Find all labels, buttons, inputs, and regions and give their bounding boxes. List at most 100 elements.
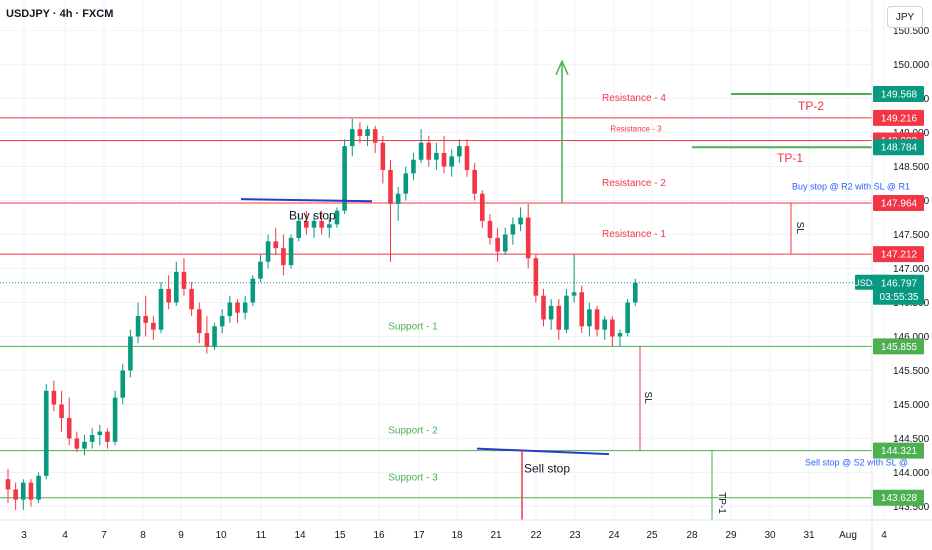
x-tick-label: 9 <box>178 530 184 541</box>
countdown-text: 03:55:35 <box>880 292 919 303</box>
tp2-price-tag-text: 149.568 <box>881 89 918 100</box>
y-tick-label: 147.000 <box>893 264 930 275</box>
candle-body <box>602 319 607 330</box>
level-price-tag <box>873 442 924 459</box>
candle-body <box>426 142 432 160</box>
candle-body <box>472 169 477 194</box>
candle-body <box>319 220 324 228</box>
candle-body <box>212 326 217 347</box>
candle-body <box>51 390 57 405</box>
level-price-tag-text: 149.216 <box>881 113 918 124</box>
x-tick-label: 4 <box>62 530 68 541</box>
y-tick-label: 144.500 <box>893 434 930 445</box>
time-axis: 3 4 7 8 9 10 11 14 15 16 17 18 21 22 23 24 25 28 29 30 31 Aug… <box>0 519 932 541</box>
x-tick-label: 31 <box>803 530 815 541</box>
candle-body <box>288 237 294 266</box>
buy-sl-label: SL <box>794 222 805 235</box>
buy-note: Buy stop @ R2 with SL @ R1 <box>792 182 910 192</box>
candle-body <box>487 220 493 238</box>
sell-stop-line <box>476 447 610 456</box>
price-axis: 143.500 144.000 144.500 145.000 145.500 146.0… <box>853 0 930 550</box>
candle-body <box>564 295 569 330</box>
candle-body <box>495 237 500 252</box>
candle-body <box>311 220 317 228</box>
candle-body <box>135 316 141 337</box>
candle-body <box>388 169 393 204</box>
level-price-tag <box>873 246 924 263</box>
candle-body <box>66 418 72 439</box>
candle-body <box>59 404 64 419</box>
y-tick-label: 144.000 <box>893 468 930 479</box>
candle-body <box>411 159 416 174</box>
candle-body <box>97 431 103 436</box>
candle-body <box>617 333 623 337</box>
x-tick-label: 15 <box>334 530 346 541</box>
symbol-tag-text: USDJPY <box>853 278 889 288</box>
candle-body <box>518 217 523 225</box>
x-tick-label: 3 <box>21 530 27 541</box>
level-price-tag-text: 147.964 <box>881 198 918 209</box>
level-label: Support - 3 <box>388 473 438 484</box>
candle-body <box>174 271 179 303</box>
candle-body <box>258 261 263 279</box>
candle-body <box>250 278 256 303</box>
last-price-tag-text: 146.797 <box>881 278 918 289</box>
x-tick-label: 8 <box>140 530 146 541</box>
candle-body <box>334 210 340 225</box>
candle-body <box>242 302 248 313</box>
level-lines: Resistance - 4 Resistance - 3 Resistance -… <box>0 93 872 499</box>
level-label: Resistance - 1 <box>602 229 666 240</box>
currency-button[interactable]: JPY <box>887 6 923 28</box>
candle-body <box>349 129 355 147</box>
candle-body <box>120 370 126 398</box>
x-tick-label: Aug <box>839 530 857 541</box>
candle-body <box>36 475 41 500</box>
candle-body <box>143 316 148 323</box>
candle-body <box>296 220 301 238</box>
x-tick-label: 21 <box>490 530 502 541</box>
y-tick-label: 148.500 <box>893 162 930 173</box>
x-tick-label: 18 <box>451 530 463 541</box>
candle-body <box>457 146 462 157</box>
candle-body <box>625 302 630 334</box>
level-price-tag-text: 147.212 <box>881 250 918 261</box>
x-tick-label: 4 <box>881 530 887 541</box>
sell-note: Sell stop @ S2 with SL @ <box>805 458 908 468</box>
candle-body <box>610 319 615 337</box>
level-label: Resistance - 3 <box>610 125 662 134</box>
tp1-price-tag <box>873 139 924 156</box>
sell-tp-label: TP-1 <box>716 492 727 514</box>
level-price-tag-text: 145.855 <box>881 342 918 353</box>
candle-body <box>633 282 638 303</box>
candle-body <box>105 431 110 442</box>
candle-body <box>464 146 470 170</box>
candle-body <box>571 292 577 296</box>
candle-body <box>181 271 187 289</box>
level-label: Resistance - 4 <box>602 93 666 104</box>
level-price-tag <box>873 109 924 126</box>
candle-body <box>196 309 202 334</box>
y-tick-label: 147.500 <box>893 230 930 241</box>
candle-body <box>281 248 286 266</box>
candle-body <box>418 142 424 160</box>
level-price-tag <box>873 194 924 211</box>
x-tick-label: 24 <box>608 530 620 541</box>
candle-body <box>403 173 409 194</box>
candle-body <box>21 482 26 500</box>
x-tick-label: 22 <box>530 530 542 541</box>
candle-body <box>525 217 531 259</box>
x-tick-label: 28 <box>686 530 698 541</box>
candle-body <box>434 152 439 160</box>
candle-body <box>548 305 554 320</box>
x-tick-label: 14 <box>294 530 306 541</box>
y-tick-label: 150.500 <box>893 26 930 37</box>
candle-body <box>158 288 164 330</box>
candle-body <box>449 156 454 167</box>
candle-body <box>480 193 485 221</box>
candle-body <box>89 435 95 442</box>
annotations: Buy stop Buy stop @ R2 with SL @ R1 SL Sell… <box>240 59 910 520</box>
sell-stop-label: Sell stop <box>524 461 570 475</box>
candle-body <box>587 309 592 327</box>
candle-body <box>342 146 347 211</box>
